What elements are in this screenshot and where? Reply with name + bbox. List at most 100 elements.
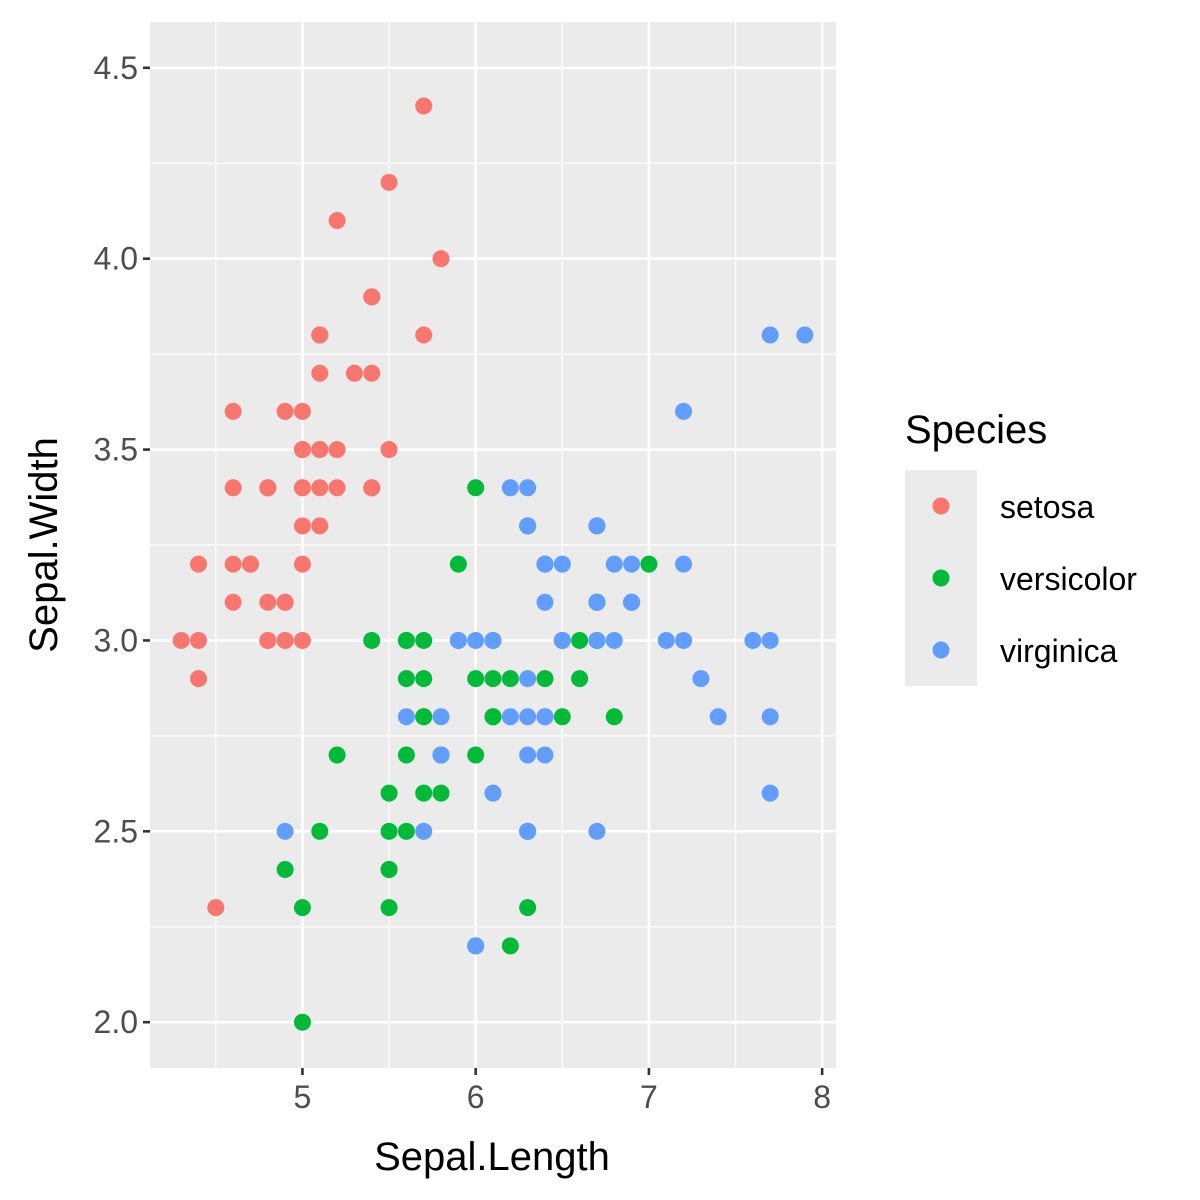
data-point-setosa bbox=[293, 555, 311, 573]
data-point-setosa bbox=[293, 517, 311, 535]
data-point-versicolor bbox=[397, 631, 415, 649]
data-point-setosa bbox=[311, 479, 329, 497]
data-point-setosa bbox=[259, 593, 277, 611]
data-point-virginica bbox=[397, 708, 415, 726]
x-tick-label: 6 bbox=[467, 1079, 485, 1115]
data-point-virginica bbox=[761, 631, 779, 649]
data-point-versicolor bbox=[501, 670, 519, 688]
data-point-virginica bbox=[588, 593, 606, 611]
data-point-virginica bbox=[519, 670, 537, 688]
data-point-virginica bbox=[432, 746, 450, 764]
data-point-virginica bbox=[675, 631, 693, 649]
data-point-virginica bbox=[467, 937, 485, 955]
data-point-virginica bbox=[675, 555, 693, 573]
data-point-versicolor bbox=[415, 670, 433, 688]
data-point-setosa bbox=[276, 402, 294, 420]
legend-key-setosa bbox=[932, 497, 950, 515]
data-point-versicolor bbox=[605, 708, 623, 726]
data-point-virginica bbox=[519, 708, 537, 726]
data-point-virginica bbox=[501, 479, 519, 497]
data-point-virginica bbox=[276, 822, 294, 840]
x-tick-label: 7 bbox=[640, 1079, 658, 1115]
legend-label-setosa: setosa bbox=[1000, 489, 1094, 525]
grid bbox=[150, 22, 836, 1068]
y-tick-label: 4.5 bbox=[94, 50, 138, 86]
data-point-setosa bbox=[207, 899, 225, 917]
data-point-versicolor bbox=[467, 670, 485, 688]
data-point-virginica bbox=[553, 631, 571, 649]
data-point-versicolor bbox=[380, 860, 398, 878]
axes: 5 6 7 8 2.0 2.5 3.0 3.5 4.0 4.5 bbox=[94, 50, 832, 1115]
data-point-setosa bbox=[311, 517, 329, 535]
data-point-setosa bbox=[380, 173, 398, 191]
data-point-virginica bbox=[467, 631, 485, 649]
data-point-virginica bbox=[536, 708, 554, 726]
data-point-virginica bbox=[623, 593, 641, 611]
x-tick-label: 8 bbox=[813, 1079, 831, 1115]
y-axis-title: Sepal.Width bbox=[22, 437, 66, 653]
y-tick-label: 3.0 bbox=[94, 622, 138, 658]
data-point-virginica bbox=[519, 517, 537, 535]
data-point-setosa bbox=[311, 326, 329, 344]
data-point-versicolor bbox=[640, 555, 658, 573]
data-point-setosa bbox=[172, 631, 190, 649]
data-point-setosa bbox=[380, 441, 398, 459]
data-point-setosa bbox=[311, 364, 329, 382]
data-point-virginica bbox=[519, 479, 537, 497]
data-point-virginica bbox=[536, 555, 554, 573]
data-point-versicolor bbox=[380, 822, 398, 840]
data-point-versicolor bbox=[311, 822, 329, 840]
data-point-virginica bbox=[605, 555, 623, 573]
data-point-virginica bbox=[588, 631, 606, 649]
data-point-versicolor bbox=[328, 746, 346, 764]
data-point-virginica bbox=[605, 631, 623, 649]
data-point-setosa bbox=[224, 555, 242, 573]
data-point-setosa bbox=[224, 593, 242, 611]
legend-label-virginica: virginica bbox=[1000, 633, 1118, 669]
points bbox=[172, 97, 814, 1031]
data-point-virginica bbox=[484, 631, 502, 649]
data-point-virginica bbox=[484, 784, 502, 802]
data-point-setosa bbox=[224, 402, 242, 420]
data-point-virginica bbox=[761, 326, 779, 344]
data-point-versicolor bbox=[397, 670, 415, 688]
data-point-virginica bbox=[761, 708, 779, 726]
legend-title: Species bbox=[905, 408, 1047, 452]
data-point-versicolor bbox=[415, 631, 433, 649]
data-point-setosa bbox=[311, 441, 329, 459]
data-point-setosa bbox=[432, 250, 450, 268]
y-tick-label: 2.5 bbox=[94, 813, 138, 849]
data-point-versicolor bbox=[571, 631, 589, 649]
data-point-versicolor bbox=[276, 860, 294, 878]
y-tick-label: 2.0 bbox=[94, 1004, 138, 1040]
data-point-versicolor bbox=[397, 746, 415, 764]
data-point-versicolor bbox=[380, 899, 398, 917]
data-point-virginica bbox=[692, 670, 710, 688]
data-point-versicolor bbox=[293, 899, 311, 917]
legend-label-versicolor: versicolor bbox=[1000, 561, 1137, 597]
data-point-versicolor bbox=[467, 746, 485, 764]
data-point-versicolor bbox=[484, 708, 502, 726]
data-point-virginica bbox=[623, 555, 641, 573]
data-point-versicolor bbox=[449, 555, 467, 573]
data-point-setosa bbox=[415, 97, 433, 115]
data-point-setosa bbox=[328, 441, 346, 459]
data-point-setosa bbox=[293, 631, 311, 649]
data-point-setosa bbox=[293, 441, 311, 459]
data-point-virginica bbox=[536, 593, 554, 611]
data-point-setosa bbox=[190, 555, 208, 573]
data-point-setosa bbox=[190, 631, 208, 649]
data-point-setosa bbox=[345, 364, 363, 382]
x-tick-label: 5 bbox=[294, 1079, 312, 1115]
data-point-versicolor bbox=[363, 631, 381, 649]
data-point-virginica bbox=[761, 784, 779, 802]
data-point-setosa bbox=[415, 326, 433, 344]
data-point-versicolor bbox=[293, 1013, 311, 1031]
data-point-setosa bbox=[259, 631, 277, 649]
data-point-versicolor bbox=[519, 899, 537, 917]
data-point-virginica bbox=[519, 746, 537, 764]
data-point-setosa bbox=[293, 402, 311, 420]
data-point-virginica bbox=[675, 402, 693, 420]
data-point-setosa bbox=[293, 479, 311, 497]
data-point-setosa bbox=[328, 479, 346, 497]
